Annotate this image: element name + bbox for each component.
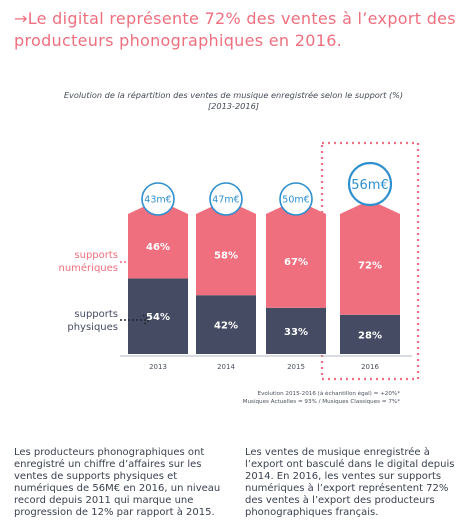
label-physiques-2015: 33% [284, 327, 308, 338]
legend-physiques-arrow [120, 314, 151, 326]
legend-numeriques-line1: supports [74, 250, 118, 261]
total-label-2013: 43m€ [144, 195, 171, 206]
page-headline: →Le digital représente 72% des ventes à … [14, 9, 456, 50]
label-physiques-2016: 28% [358, 330, 382, 341]
tick-label-2013: 2013 [149, 363, 167, 371]
tick-label-2015: 2015 [287, 363, 305, 371]
legend-numeriques-arrow [120, 256, 151, 268]
label-physiques-2013: 54% [146, 312, 170, 323]
paragraph-left: Les producteurs phonographiques ont enre… [14, 447, 221, 518]
label-numeriques-2016: 72% [358, 260, 382, 271]
chart-note-1: Evolution 2015-2016 (à échantillon égal)… [258, 390, 401, 397]
bar-numeriques-2015 [266, 200, 326, 308]
chart-title-line-1: Evolution de la répartition des ventes d… [63, 90, 404, 100]
total-label-2016: 56m€ [351, 178, 388, 193]
bar-numeriques-2016 [340, 200, 400, 315]
chart-title: Evolution de la répartition des ventes d… [20, 90, 447, 112]
legend-physiques-line2: physiques [67, 322, 118, 333]
total-circle-2016 [347, 161, 393, 207]
bar-physiques-2014 [196, 295, 256, 354]
label-numeriques-2014: 58% [214, 251, 238, 262]
bar-physiques-2015 [266, 307, 326, 354]
total-circle-2013 [141, 182, 175, 216]
bar-numeriques-2014 [196, 200, 256, 296]
export-sales-chart: 46% 54% 43m€ 2013 58% 42% 47m€ 2014 67% 33% 50m€ 20… [58, 141, 420, 405]
paragraph-right: Les ventes de musique enregistrée à l’ex… [245, 447, 455, 518]
bar-numeriques-2013 [128, 200, 188, 279]
legend-physiques-line1: supports [74, 309, 118, 320]
total-circle-2015 [279, 182, 313, 216]
total-circle-2014 [209, 182, 243, 216]
total-label-2015: 50m€ [282, 195, 309, 206]
tick-label-2014: 2014 [217, 363, 235, 371]
tick-label-2016: 2016 [361, 363, 379, 371]
bar-physiques-2013 [128, 278, 188, 354]
legend-numeriques-line2: numériques [58, 262, 118, 274]
total-label-2014: 47m€ [212, 195, 239, 206]
label-physiques-2014: 42% [214, 321, 238, 332]
label-numeriques-2013: 46% [146, 242, 170, 253]
chart-title-line-2: [2013-2016] [207, 101, 260, 111]
bar-physiques-2016 [340, 314, 400, 354]
label-numeriques-2015: 67% [284, 257, 308, 268]
chart-note-2: Musiques Actuelles = 93% / Musiques Clas… [243, 399, 401, 405]
